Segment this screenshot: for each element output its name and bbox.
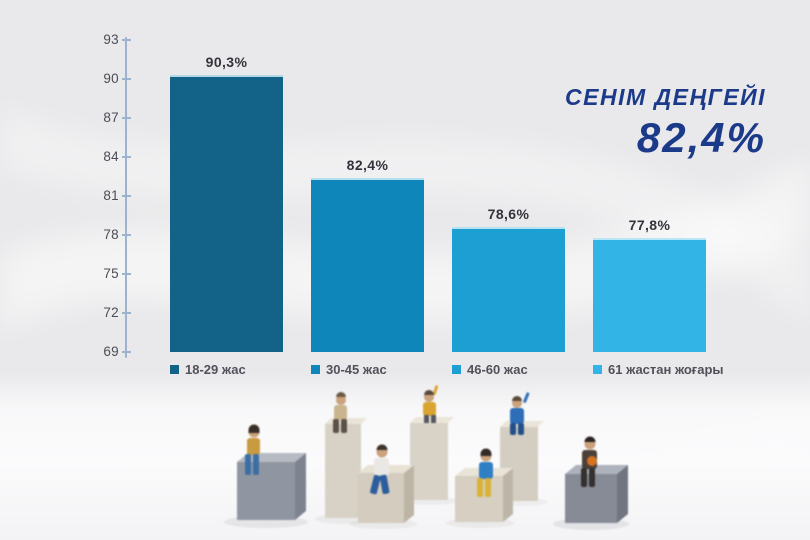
plot-area: 90,3% 82,4% 78,6% 77,8% bbox=[128, 40, 727, 352]
bar-value-label: 78,6% bbox=[487, 206, 530, 223]
y-tick-mark bbox=[122, 351, 131, 353]
figurine-sitting-beige bbox=[333, 392, 347, 433]
legend-label: 61 жастан жоғары bbox=[608, 362, 724, 377]
bar-46-60 bbox=[452, 227, 565, 352]
bar-18-29 bbox=[170, 75, 283, 352]
figurine-reading-white bbox=[370, 444, 390, 495]
figurine-scene bbox=[0, 385, 810, 540]
gray-cube-right bbox=[565, 465, 628, 523]
y-tick-mark bbox=[122, 195, 131, 197]
beige-column-1 bbox=[325, 418, 367, 518]
headline: СЕНІМ ДЕҢГЕЙІ 82,4% bbox=[565, 84, 766, 162]
bar-group-30-45: 82,4% bbox=[311, 157, 424, 352]
figurine-waving-blue bbox=[510, 392, 530, 435]
y-tick-label: 75 bbox=[103, 266, 119, 281]
legend-swatch-icon bbox=[170, 365, 179, 374]
y-axis-line bbox=[125, 37, 127, 358]
figurine-suit-orange-bag bbox=[581, 436, 597, 487]
legend-label: 30-45 жас bbox=[326, 362, 387, 377]
bar-value-label: 90,3% bbox=[205, 54, 248, 71]
figurine-standing-yellow bbox=[423, 385, 439, 423]
legend-item-30-45: 30-45 жас bbox=[311, 362, 424, 377]
figurine-sitting-mustard bbox=[245, 424, 260, 475]
y-tick-label: 72 bbox=[103, 305, 119, 320]
bar-value-label: 82,4% bbox=[346, 156, 389, 173]
y-axis: 93 90 87 84 81 78 75 72 69 bbox=[95, 32, 135, 359]
bar-30-45 bbox=[311, 177, 424, 352]
y-tick-label: 84 bbox=[103, 149, 119, 164]
legend-item-18-29: 18-29 жас bbox=[170, 362, 283, 377]
y-tick-label: 90 bbox=[103, 71, 119, 86]
legend-label: 18-29 жас bbox=[185, 362, 246, 377]
legend: 18-29 жас 30-45 жас 46-60 жас 61 жастан … bbox=[128, 362, 724, 377]
y-tick-mark bbox=[122, 78, 131, 80]
legend-swatch-icon bbox=[593, 365, 602, 374]
y-tick-mark bbox=[122, 39, 131, 41]
beige-column-2 bbox=[410, 417, 454, 500]
y-tick-mark bbox=[122, 273, 131, 275]
headline-value: 82,4% bbox=[636, 114, 766, 161]
legend-swatch-icon bbox=[311, 365, 320, 374]
y-tick-mark bbox=[122, 234, 131, 236]
bar-group-18-29: 90,3% bbox=[170, 54, 283, 352]
legend-swatch-icon bbox=[452, 365, 461, 374]
bar-group-46-60: 78,6% bbox=[452, 206, 565, 352]
bar-group-61-plus: 77,8% bbox=[593, 217, 706, 352]
y-tick-label: 93 bbox=[103, 32, 119, 47]
y-tick-label: 87 bbox=[103, 110, 119, 125]
figurine-sitting-blue-yellow bbox=[477, 448, 493, 497]
y-tick-mark bbox=[122, 117, 131, 119]
y-tick-label: 81 bbox=[103, 188, 119, 203]
bar-chart: 93 90 87 84 81 78 75 72 69 90,3% 82,4% 78,6% 77,… bbox=[95, 32, 727, 377]
legend-item-46-60: 46-60 жас bbox=[452, 362, 565, 377]
legend-item-61-plus: 61 жастан жоғары bbox=[593, 362, 724, 377]
y-tick-mark bbox=[122, 312, 131, 314]
y-tick-label: 78 bbox=[103, 227, 119, 242]
headline-title: СЕНІМ ДЕҢГЕЙІ bbox=[565, 84, 766, 110]
y-tick-mark bbox=[122, 156, 131, 158]
bar-value-label: 77,8% bbox=[628, 216, 671, 233]
y-tick-label: 69 bbox=[103, 344, 119, 359]
legend-label: 46-60 жас bbox=[467, 362, 528, 377]
bar-61-plus bbox=[593, 237, 706, 352]
